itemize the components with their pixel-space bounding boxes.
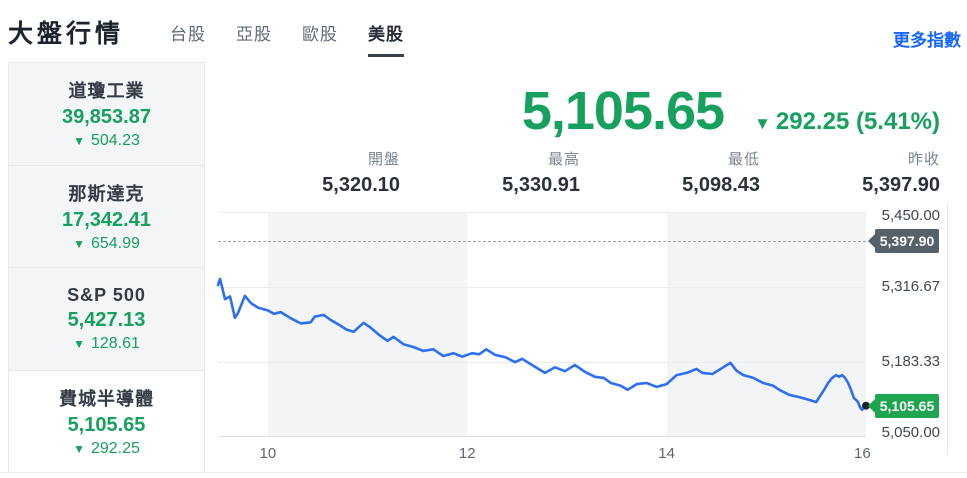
stat-value: 5,320.10	[322, 174, 400, 196]
down-arrow-icon: ▼	[73, 441, 85, 456]
down-arrow-icon: ▼	[73, 336, 85, 351]
chart-right-divider	[947, 203, 948, 455]
stat-label: 開盤	[367, 151, 400, 168]
index-value: 5,427.13	[67, 308, 146, 331]
chart-gridline	[218, 212, 866, 213]
index-sidebar: 道瓊工業 39,853.87 ▼ 504.23 那斯達克 17,342.41 ▼…	[8, 62, 205, 473]
stat-value: 5,098.43	[682, 174, 760, 196]
chart-gridline	[218, 362, 866, 363]
down-arrow-icon: ▼	[754, 114, 771, 133]
index-change: ▼ 292.25	[73, 440, 140, 458]
index-card-sox[interactable]: 費城半導體 5,105.65 ▼ 292.25	[9, 370, 204, 472]
price-line	[216, 277, 868, 412]
stat-label: 昨收	[907, 151, 940, 168]
chart-y-axis: 5,450.00 5,316.67 5,183.33 5,050.00 5,397.90…	[868, 207, 940, 441]
index-change-value: 292.25	[90, 439, 140, 457]
quote-row: 5,105.65 ▼ 292.25 (5.41%)	[220, 84, 940, 142]
stat-label: 最低	[727, 151, 760, 168]
index-change-value: 654.99	[90, 234, 140, 252]
x-axis-label: 10	[259, 445, 277, 462]
index-name: 道瓊工業	[68, 81, 145, 102]
stat-value: 5,397.90	[862, 174, 940, 196]
index-card-dow[interactable]: 道瓊工業 39,853.87 ▼ 504.23	[9, 63, 204, 166]
index-change-value: 128.61	[90, 334, 140, 352]
index-name: 費城半導體	[59, 388, 154, 409]
y-axis-label: 5,316.67	[881, 277, 940, 295]
y-axis-label: 5,450.00	[881, 207, 940, 224]
prev-close-dashed-line	[218, 241, 866, 243]
index-value: 5,105.65	[67, 413, 146, 436]
stat-open: 開盤 5,320.10	[220, 150, 400, 197]
index-name: 那斯達克	[68, 183, 145, 204]
last-price: 5,105.65	[521, 81, 725, 141]
price-line-svg	[216, 277, 870, 412]
index-change: ▼ 654.99	[73, 235, 140, 253]
index-change: ▼ 504.23	[73, 132, 140, 150]
index-card-sp500[interactable]: S&P 500 5,427.13 ▼ 128.61	[9, 268, 204, 371]
tab-asia[interactable]: 亞股	[236, 25, 272, 44]
stat-label: 最高	[547, 151, 580, 168]
chart-session-band	[666, 212, 866, 437]
index-value: 17,342.41	[62, 208, 151, 231]
tab-us[interactable]: 美股	[368, 25, 404, 57]
page-title: 大盤行情	[8, 20, 125, 48]
market-tabs: 台股 亞股 歐股 美股	[170, 25, 404, 57]
last-price-badge: 5,105.65	[868, 393, 939, 418]
stat-value: 5,330.91	[502, 174, 580, 196]
stat-low: 最低 5,098.43	[580, 150, 760, 197]
stat-prev-close: 昨收 5,397.90	[760, 150, 940, 197]
quote-stats: 開盤 5,320.10 最高 5,330.91 最低 5,098.43 昨收 5…	[220, 150, 940, 197]
index-card-nasdaq[interactable]: 那斯達克 17,342.41 ▼ 654.99	[9, 165, 204, 268]
down-arrow-icon: ▼	[73, 236, 85, 251]
quote-change-value: 292.25 (5.41%)	[775, 108, 940, 135]
tab-taiwan[interactable]: 台股	[170, 25, 206, 44]
y-axis-label: 5,050.00	[881, 424, 940, 441]
x-axis-label: 16	[853, 445, 871, 462]
index-change: ▼ 128.61	[73, 335, 140, 353]
x-axis-label: 12	[458, 445, 476, 462]
intraday-chart-plot[interactable]: 10 12 14 16	[216, 212, 871, 462]
quote-change: ▼ 292.25 (5.41%)	[754, 108, 940, 136]
index-name: S&P 500	[67, 284, 146, 305]
chart-gridline	[218, 436, 866, 437]
down-arrow-icon: ▼	[73, 134, 85, 149]
prev-close-badge: 5,397.90	[868, 229, 939, 254]
more-indices-link[interactable]: 更多指數	[893, 31, 961, 50]
stat-high: 最高 5,330.91	[400, 150, 580, 197]
tab-europe[interactable]: 歐股	[302, 25, 338, 44]
index-change-value: 504.23	[90, 132, 140, 150]
chart-gridline	[218, 286, 866, 288]
x-axis-label: 14	[658, 445, 675, 462]
widget-bottom-divider	[0, 472, 967, 473]
y-axis-label: 5,183.33	[881, 353, 940, 370]
index-value: 39,853.87	[62, 106, 151, 129]
